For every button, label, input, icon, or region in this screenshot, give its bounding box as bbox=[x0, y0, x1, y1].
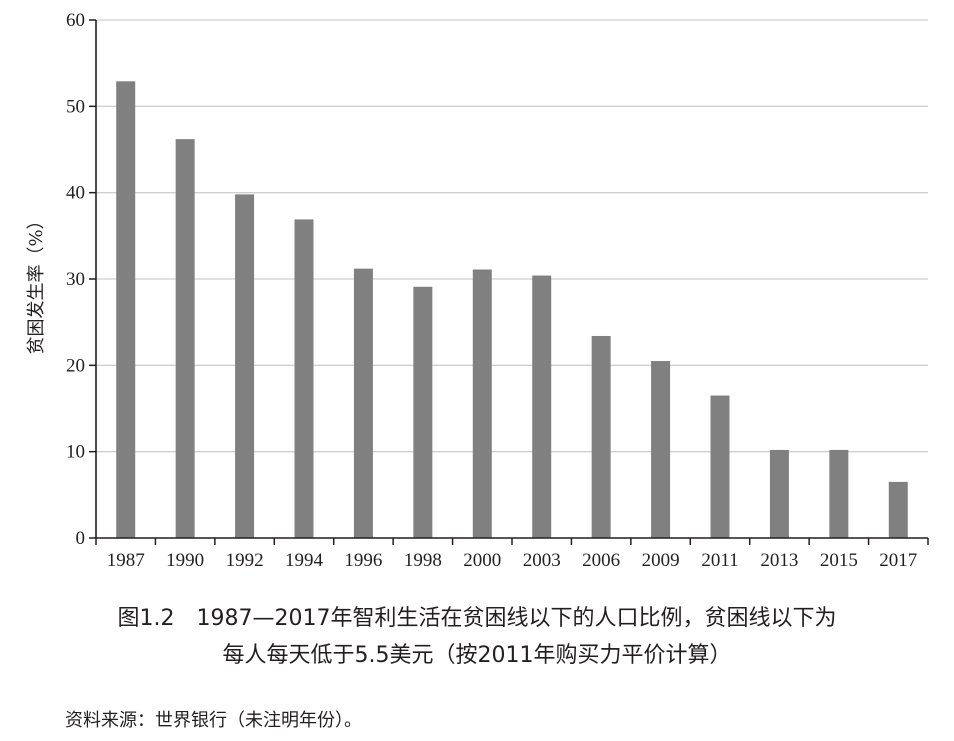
y-tick-label-30: 30 bbox=[66, 269, 85, 290]
caption-line-1: 图1.2 1987—2017年智利生活在贫困线以下的人口比例，贫困线以下为 bbox=[117, 606, 837, 631]
caption-line-2: 每人每天低于5.5美元（按2011年购买力平价计算） bbox=[222, 643, 732, 668]
y-tick-label-0: 0 bbox=[76, 528, 86, 549]
bar-2009 bbox=[651, 361, 671, 538]
bars bbox=[116, 81, 908, 539]
bar-1994 bbox=[294, 219, 314, 538]
x-tick-label-1994: 1994 bbox=[285, 550, 324, 571]
x-tick-label-2011: 2011 bbox=[701, 550, 738, 571]
x-tick-label-1990: 1990 bbox=[166, 550, 204, 571]
y-tick-label-60: 60 bbox=[66, 10, 85, 31]
bar-2000 bbox=[472, 269, 492, 538]
figure-caption: 图1.2 1987—2017年智利生活在贫困线以下的人口比例，贫困线以下为 每人… bbox=[0, 600, 954, 674]
gridlines bbox=[96, 19, 928, 453]
bar-2003 bbox=[532, 275, 552, 538]
axes: 0 10 20 30 40 50 60 1987 1990 1992 1994 1996 1998 200… bbox=[66, 10, 929, 571]
x-tick-label-2013: 2013 bbox=[760, 550, 798, 571]
bar-chart-svg: 0 10 20 30 40 50 60 1987 1990 1992 1994 1996 1998 200… bbox=[26, 10, 929, 571]
y-axis-label: 贫困发生率（%） bbox=[26, 211, 47, 354]
y-tick-label-20: 20 bbox=[66, 355, 85, 376]
bar-1996 bbox=[353, 268, 373, 538]
y-tick-label-50: 50 bbox=[66, 96, 85, 117]
x-tick-label-2003: 2003 bbox=[523, 550, 561, 571]
x-tick-label-1998: 1998 bbox=[404, 550, 442, 571]
x-tick-label-2015: 2015 bbox=[820, 550, 858, 571]
x-tick-label-2009: 2009 bbox=[642, 550, 680, 571]
x-tick-label-1992: 1992 bbox=[226, 550, 264, 571]
bar-2015 bbox=[829, 449, 849, 538]
bar-2017 bbox=[888, 481, 908, 538]
bar-1987 bbox=[116, 81, 136, 539]
x-tick-label-2017: 2017 bbox=[879, 550, 917, 571]
x-tick-label-2006: 2006 bbox=[582, 550, 620, 571]
bar-2013 bbox=[769, 449, 789, 538]
source-note: 资料来源：世界银行（未注明年份）。 bbox=[65, 710, 362, 731]
x-tick-label-1996: 1996 bbox=[344, 550, 382, 571]
x-tick-label-1987: 1987 bbox=[107, 550, 145, 571]
chart: 0 10 20 30 40 50 60 1987 1990 1992 1994 1996 1998 200… bbox=[26, 10, 929, 571]
bar-1992 bbox=[235, 194, 255, 539]
y-tick-label-10: 10 bbox=[66, 442, 85, 463]
bar-2011 bbox=[710, 395, 730, 538]
bar-2006 bbox=[591, 335, 611, 538]
y-tick-label-40: 40 bbox=[66, 183, 85, 204]
x-tick-label-2000: 2000 bbox=[463, 550, 501, 571]
bar-1990 bbox=[175, 139, 195, 538]
bar-1998 bbox=[413, 286, 433, 538]
